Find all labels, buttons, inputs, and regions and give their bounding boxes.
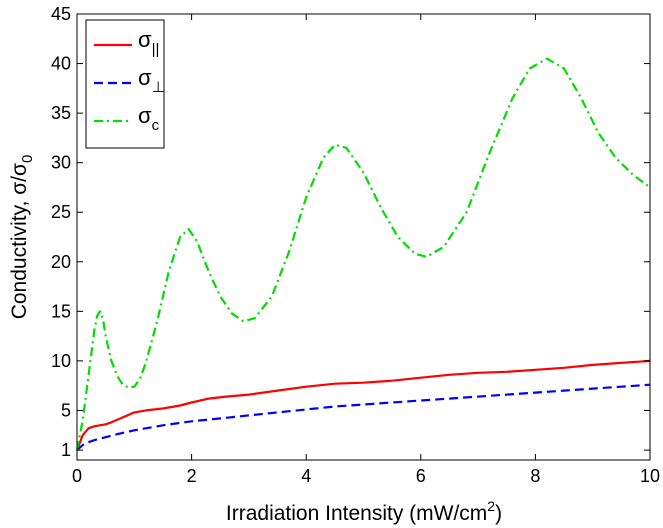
series-line-1 xyxy=(75,359,651,451)
series-line-2 xyxy=(76,383,651,451)
series-layer xyxy=(75,57,651,451)
y-axis-label-subscript: 0 xyxy=(19,155,36,163)
y-tick-label: 1 xyxy=(61,440,71,460)
y-tick-label: 40 xyxy=(51,54,71,74)
y-tick-label: 20 xyxy=(51,252,71,272)
legend-label-2: σ⊥ xyxy=(138,65,165,96)
x-tick-label: 10 xyxy=(640,466,660,486)
series-line-3 xyxy=(75,57,651,451)
y-tick-label: 45 xyxy=(51,4,71,24)
x-axis-label-tail: ) xyxy=(495,502,502,525)
x-tick-label: 4 xyxy=(301,466,311,486)
legend: σ|| σ⊥ σc xyxy=(85,19,165,149)
y-tick-label: 35 xyxy=(51,103,71,123)
y-tick-label: 5 xyxy=(61,400,71,420)
legend-label-3: σc xyxy=(138,103,160,134)
y-axis-label-text: Conductivity, σ/σ xyxy=(8,163,31,319)
x-axis-label-superscript: 2 xyxy=(487,498,495,514)
axes-box xyxy=(76,13,651,461)
y-tick-label: 10 xyxy=(51,351,71,371)
legend-items: σ|| σ⊥ σc xyxy=(94,27,165,134)
y-axis-label: Conductivity, σ/σ0 xyxy=(8,155,36,320)
legend-label-1: σ|| xyxy=(138,27,159,58)
x-tick-label: 6 xyxy=(416,466,426,486)
x-tick-label: 2 xyxy=(187,466,197,486)
y-tick-label: 25 xyxy=(51,202,71,222)
x-tick-label: 0 xyxy=(72,466,82,486)
x-tick-label: 8 xyxy=(530,466,540,486)
plot-area xyxy=(77,14,650,460)
y-tick-label: 15 xyxy=(51,301,71,321)
y-tick-label: 30 xyxy=(51,153,71,173)
x-axis-label-text: Irradiation Intensity (mW/cm xyxy=(226,502,487,525)
x-axis-label: Irradiation Intensity (mW/cm2) xyxy=(226,498,502,525)
